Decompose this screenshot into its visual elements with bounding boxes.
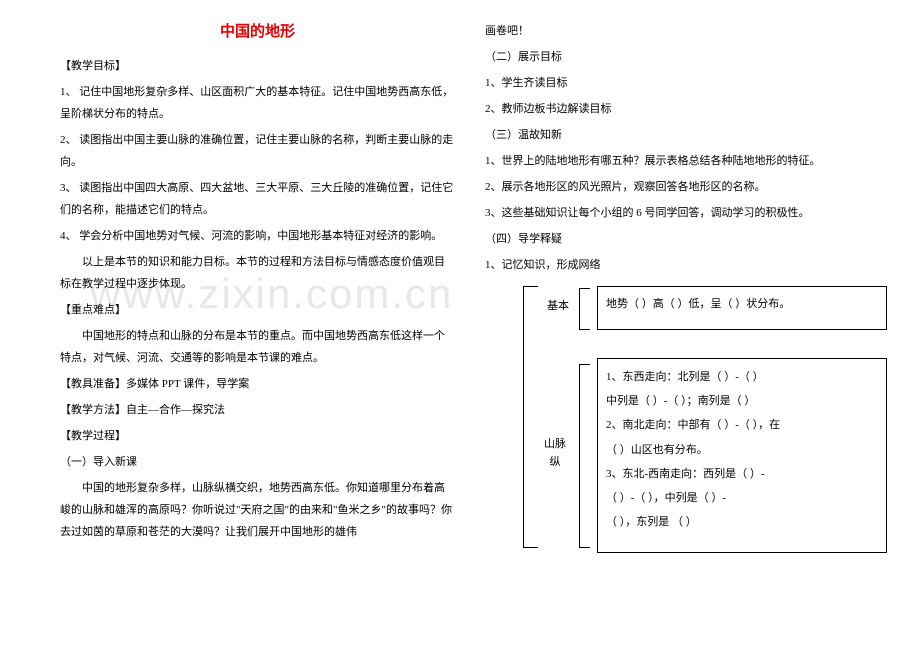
cont-text: 画卷吧！ (485, 20, 880, 42)
heading-keypoints: 【重点难点】 (60, 299, 455, 321)
goal-4: 4、 学会分析中国地势对气候、河流的影响，中国地形基本特征对经济的影响。 (60, 225, 455, 247)
label-basic: 基本 (543, 298, 573, 316)
step-3-2: 2、展示各地形区的风光照片，观察回答各地形区的名称。 (485, 176, 880, 198)
goal-1: 1、 记住中国地形复杂多样、山区面积广大的基本特征。记住中国地势西高东低，呈阶梯… (60, 81, 455, 125)
mtn-line-5: 3、东北-西南走向：西列是（ ）- (606, 462, 878, 486)
step-1: （一）导入新课 (60, 451, 455, 473)
step-2-2: 2、教师边板书边解读目标 (485, 98, 880, 120)
mtn-line-3: 2、南北走向：中部有（ ）-（ ），在 (606, 413, 878, 437)
mtn-line-6: （ ）-（ ），中列是（ ）- (606, 486, 878, 510)
step-3: （三）温故知新 (485, 124, 880, 146)
goal-summary: 以上是本节的知识和能力目标。本节的过程和方法目标与情感态度价值观目标在教学过程中… (60, 251, 455, 295)
heading-materials: 【教具准备】多媒体 PPT 课件，导学案 (60, 373, 455, 395)
intro-text: 中国的地形复杂多样，山脉纵横交织，地势西高东低。你知道哪里分布着高峻的山脉和雄浑… (60, 477, 455, 543)
step-3-1: 1、世界上的陆地地形有哪五种？展示表格总结各种陆地地形的特征。 (485, 150, 880, 172)
doc-title: 中国的地形 (60, 20, 455, 41)
step-4: （四）导学释疑 (485, 228, 880, 250)
mtn-line-2: 中列是（ ）-（ ）；南列是（ ） (606, 389, 878, 413)
goal-2: 2、 读图指出中国主要山脉的准确位置，记住主要山脉的名称，判断主要山脉的走向。 (60, 129, 455, 173)
mtn-line-4: （ ）山区也有分布。 (606, 438, 878, 462)
step-2: （二）展示目标 (485, 46, 880, 68)
heading-methods: 【教学方法】自主—合作—探究法 (60, 399, 455, 421)
mtn-line-7: （ ），东列是 （ ） (606, 510, 878, 534)
goal-3: 3、 读图指出中国四大高原、四大盆地、三大平原、三大丘陵的准确位置，记住它们的名… (60, 177, 455, 221)
inner-bracket-2 (579, 364, 590, 548)
keypoints-text: 中国地形的特点和山脉的分布是本节的重点。而中国地势西高东低这样一个特点，对气候、… (60, 325, 455, 369)
step-4-1: 1、记忆知识，形成网络 (485, 254, 880, 276)
mtn-line-1: 1、东西走向：北列是（ ）-（ ） (606, 365, 878, 389)
label-mountains: 山脉纵 (543, 436, 567, 471)
box-basic-text: 地势（ ）高（ ）低，呈（ ）状分布。 (606, 298, 790, 310)
box-mountains: 1、东西走向：北列是（ ）-（ ） 中列是（ ）-（ ）；南列是（ ） 2、南北… (597, 358, 887, 553)
inner-bracket-1 (579, 288, 590, 330)
heading-goals: 【教学目标】 (60, 55, 455, 77)
outer-bracket (523, 286, 538, 548)
step-2-1: 1、学生齐读目标 (485, 72, 880, 94)
box-basic: 地势（ ）高（ ）低，呈（ ）状分布。 (597, 286, 887, 330)
heading-process: 【教学过程】 (60, 425, 455, 447)
step-3-3: 3、这些基础知识让每个小组的 6 号同学回答，调动学习的积极性。 (485, 202, 880, 224)
